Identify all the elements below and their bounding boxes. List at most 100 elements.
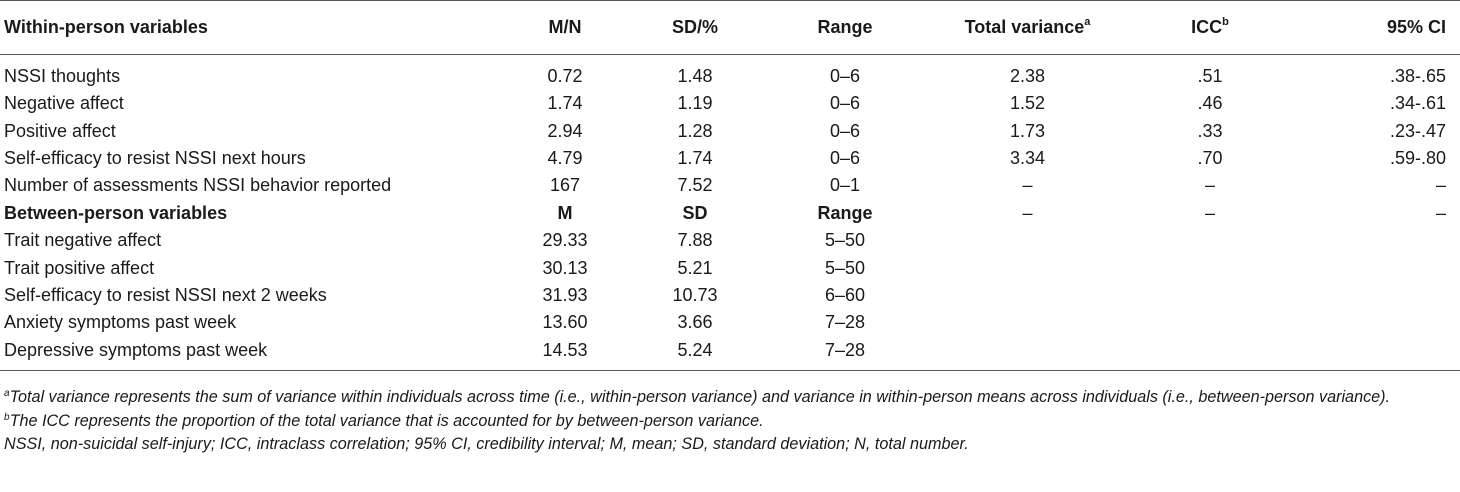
row-label: Number of assessments NSSI behavior repo… [4,175,392,196]
row-label: Self-efficacy to resist NSSI next 2 week… [4,284,327,305]
cell-m: 13.60 [542,312,588,333]
empty-cell [920,282,1135,309]
table-row: Depressive symptoms past week 14.53 5.24… [0,336,1460,371]
cell-icc: .70 [1197,147,1223,168]
empty-cell [1135,282,1285,309]
table-row: Trait negative affect 29.33 7.88 5–50 [0,227,1460,254]
cell-range: 0–6 [829,147,861,168]
between-person-subheader-row: Between-person variables M SD Range – – … [0,200,1460,227]
empty-cell [1285,309,1460,336]
cell-icc: .46 [1197,93,1223,114]
cell-sd: 5.21 [677,257,713,278]
cell-ci: – [1435,202,1446,223]
header-within-person-variables: Within-person variables [0,0,510,55]
row-label: Trait negative affect [4,230,162,251]
cell-m: 14.53 [510,336,620,371]
row-label: Positive affect [4,120,116,141]
row-label: Self-efficacy to resist NSSI next hours [4,147,306,168]
row-label: Negative affect [4,93,124,114]
empty-cell [920,254,1135,281]
cell-ci: – [1435,175,1446,196]
cell-range: 6–60 [824,284,866,305]
header-total-variance-text: Total variance [964,17,1085,37]
abbreviations-note: NSSI, non-suicidal self-injury; ICC, int… [4,435,969,453]
cell-sd: 7.52 [677,175,713,196]
row-label: Anxiety symptoms past week [4,312,237,333]
cell-icc: – [1204,175,1215,196]
cell-ci: .59-.80 [1389,147,1446,168]
header-mn: M/N [510,0,620,55]
cell-mn: 0.72 [547,66,583,86]
cell-total-variance: 1.73 [1009,120,1046,141]
cell-range: 0–6 [829,93,861,114]
table-row: Number of assessments NSSI behavior repo… [0,172,1460,199]
cell-ci: .23-.47 [1389,120,1446,141]
descriptive-statistics-table: Within-person variables M/N SD/% Range T… [0,0,1460,371]
cell-mn: 4.79 [547,147,583,168]
cell-sd: 3.66 [677,312,713,333]
empty-cell [1135,309,1285,336]
table-row: Self-efficacy to resist NSSI next hours … [0,145,1460,172]
cell-sd: 1.74 [677,147,713,168]
cell-icc: .33 [1197,120,1223,141]
header-row: Within-person variables M/N SD/% Range T… [0,0,1460,55]
row-label: Depressive symptoms past week [0,336,510,371]
header-icc-text: ICC [1191,17,1223,37]
header-icc-footnote-marker: b [1222,16,1229,28]
footnote-b-text: The ICC represents the proportion of the… [9,411,764,430]
footnote-a: aTotal variance represents the sum of va… [4,386,1456,410]
footnote-a-marker: a [4,388,10,399]
table-body: NSSI thoughts 0.72 1.48 0–6 2.38 .51 .38… [0,55,1460,371]
cell-icc: – [1204,202,1215,223]
cell-range: 7–28 [824,312,866,333]
table-row: NSSI thoughts 0.72 1.48 0–6 2.38 .51 .38… [0,55,1460,91]
header-range: Range [770,0,920,55]
table-row: Anxiety symptoms past week 13.60 3.66 7–… [0,309,1460,336]
footnote-b: bThe ICC represents the proportion of th… [4,410,1456,434]
table-row: Trait positive affect 30.13 5.21 5–50 [0,254,1460,281]
footnote-b-marker: b [4,411,10,423]
cell-total-variance: 2.38 [1009,66,1046,86]
table-row: Positive affect 2.94 1.28 0–6 1.73 .33 .… [0,117,1460,144]
cell-sd: 5.24 [620,336,770,371]
subheader-sd: SD [682,202,708,223]
cell-range: 7–28 [770,336,920,371]
subheader-between-person-variables: Between-person variables [4,202,228,223]
row-label: NSSI thoughts [4,66,121,86]
cell-mn: 167 [549,175,581,196]
empty-cell [920,309,1135,336]
empty-cell [920,336,1135,371]
empty-cell [1135,227,1285,254]
cell-range: 0–1 [829,175,861,196]
row-label: Trait positive affect [4,257,155,278]
cell-sd: 1.19 [677,93,713,114]
cell-ci: .38-.65 [1389,66,1446,86]
cell-total-variance: – [1022,175,1033,196]
subheader-m: M [557,202,573,223]
table-footnotes: aTotal variance represents the sum of va… [4,386,1456,457]
cell-icc: .51 [1197,66,1223,86]
subheader-range: Range [817,202,873,223]
table-header: Within-person variables M/N SD/% Range T… [0,0,1460,55]
cell-range: 0–6 [829,66,861,86]
footnote-a-text: Total variance represents the sum of var… [9,388,1391,406]
empty-cell [1285,227,1460,254]
header-icc: ICCb [1135,0,1285,55]
empty-cell [920,227,1135,254]
cell-range: 0–6 [829,120,861,141]
cell-total-variance: 1.52 [1009,93,1046,114]
empty-cell [1135,254,1285,281]
cell-ci: .34-.61 [1389,93,1446,114]
header-total-variance: Total variancea [920,0,1135,55]
empty-cell [1285,336,1460,371]
cell-m: 30.13 [542,257,588,278]
table-row: Self-efficacy to resist NSSI next 2 week… [0,282,1460,309]
cell-total-variance: 3.34 [1009,147,1046,168]
cell-mn: 1.74 [547,93,583,114]
cell-range: 5–50 [824,230,866,251]
cell-sd: 1.28 [677,120,713,141]
cell-mn: 2.94 [547,120,583,141]
header-total-variance-footnote-marker: a [1084,16,1091,28]
cell-total-variance: – [1022,202,1033,223]
